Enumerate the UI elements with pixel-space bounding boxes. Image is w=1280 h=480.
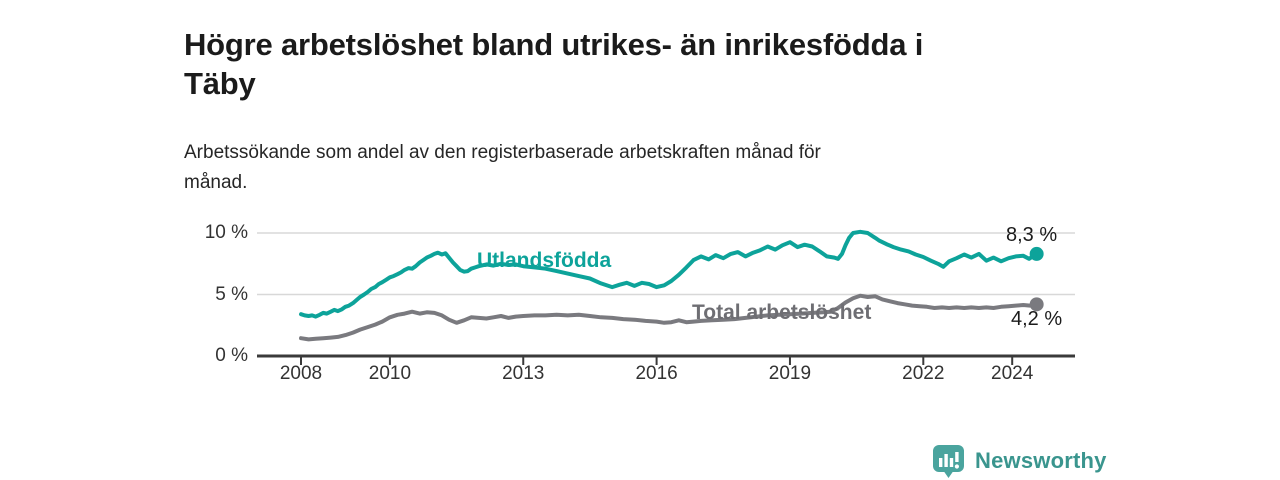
- page-title-line-1: Högre arbetslöshet bland utrikes- än inr…: [184, 26, 924, 62]
- newsworthy-logo-text: Newsworthy: [975, 448, 1107, 473]
- series-line-total-arbetsl-shet: [299, 293, 1039, 342]
- series-label-total-arbetsloshet: Total arbetslöshet: [692, 301, 872, 324]
- page-title-line-2: Täby: [184, 65, 256, 101]
- x-tick-label-2019: 2019: [768, 363, 812, 384]
- series-label-utlandsfodda: Utlandsfödda: [477, 249, 612, 272]
- series-endpoint-dot-total-arbetsl-shet: [1029, 297, 1044, 312]
- y-tick-label-10: 10 %: [204, 222, 248, 243]
- end-value-label-total-arbetsloshet: 4,2 %: [1011, 308, 1063, 330]
- x-tick-label-2010: 2010: [368, 363, 412, 384]
- end-value-label-utlandsfodda: 8,3 %: [1006, 224, 1058, 246]
- x-tick-label-2008: 2008: [279, 363, 323, 384]
- series-endpoint-dot-utlandsf-dda: [1029, 246, 1044, 261]
- y-tick-label-5: 5 %: [215, 283, 248, 305]
- chart-subtitle: Arbetssökande som andel av den registerb…: [184, 138, 1084, 198]
- series-line-utlandsf-dda: [299, 229, 1039, 319]
- newsworthy-logo[interactable]: Newsworthy: [932, 443, 1107, 479]
- x-tick-label-2024: 2024: [991, 363, 1034, 384]
- x-tick-label-2022: 2022: [902, 363, 945, 384]
- x-tick-label-2013: 2013: [502, 363, 545, 384]
- chart-subtitle-line-2: månad.: [184, 172, 248, 193]
- y-tick-label-0: 0 %: [215, 345, 248, 366]
- chart-subtitle-line-1: Arbetssökande som andel av den registerb…: [184, 142, 821, 163]
- newsworthy-bar-chart-badge-icon: [933, 444, 964, 478]
- x-tick-label-2016: 2016: [635, 363, 678, 384]
- page-title: Högre arbetslöshet bland utrikes- än inr…: [184, 25, 1144, 103]
